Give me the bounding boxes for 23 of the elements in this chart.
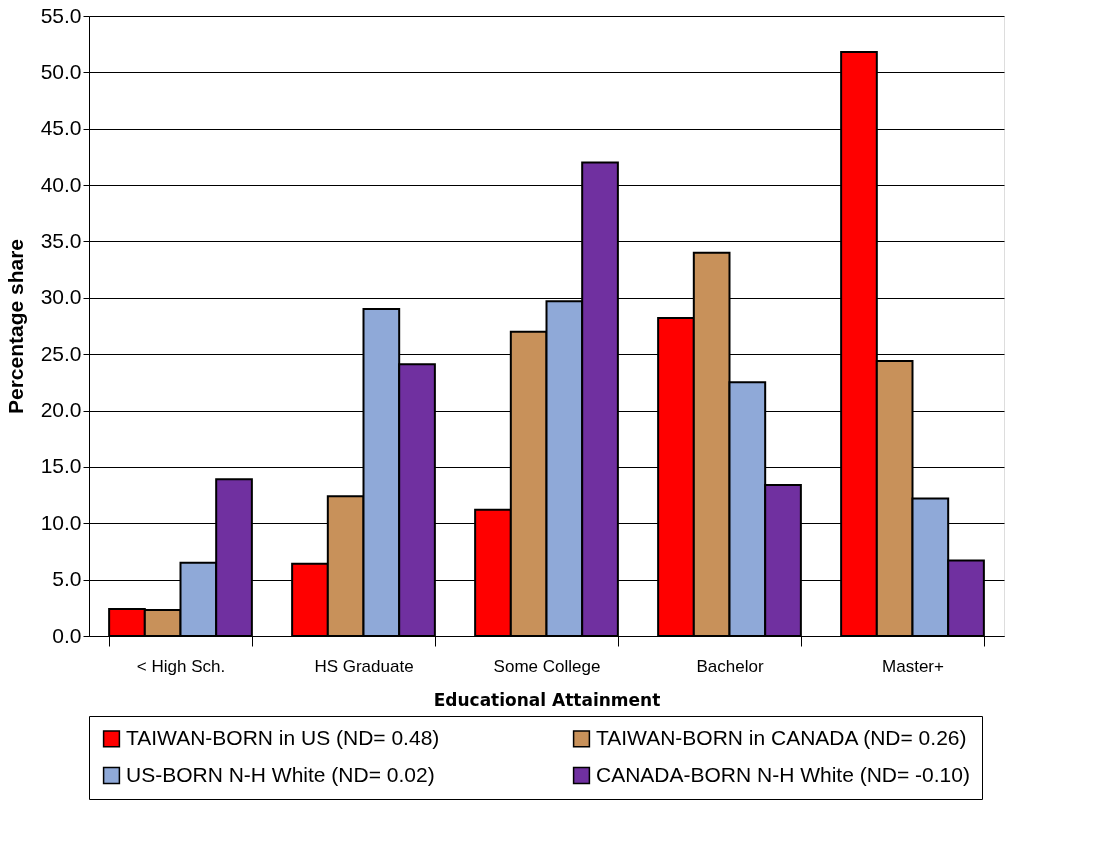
y-tick-label: 45.0 [40, 116, 82, 140]
y-tick-label: 35.0 [40, 228, 82, 252]
y-tick-label: 0.0 [52, 623, 82, 647]
y-tick-label: 5.0 [52, 567, 82, 591]
y-axis-title: Percentage share [3, 238, 27, 415]
x-tick-label: Master+ [882, 656, 945, 676]
legend-label: TAIWAN-BORN in CANADA (ND= 0.26) [596, 725, 967, 749]
y-tick-label: 20.0 [40, 398, 82, 422]
y-tick-label: 25.0 [40, 341, 82, 365]
legend-label: TAIWAN-BORN in US (ND= 0.48) [126, 725, 440, 749]
y-tick-label: 55.0 [40, 3, 82, 27]
y-tick-label: 50.0 [40, 59, 82, 83]
y-tick-label: 10.0 [40, 510, 82, 534]
x-tick-label: Bachelor [696, 656, 764, 676]
legend-label: US-BORN N-H White (ND= 0.02) [126, 762, 435, 786]
y-tick-label: 30.0 [40, 285, 82, 309]
x-tick-label: HS Graduate [314, 656, 414, 676]
x-tick-label: Some College [493, 656, 601, 676]
y-tick-label: 15.0 [40, 454, 82, 478]
x-tick-label: < High Sch. [136, 656, 226, 676]
legend-label: CANADA-BORN N-H White (ND= -0.10) [596, 762, 970, 786]
y-tick-label: 40.0 [40, 172, 82, 196]
x-axis-title: Educational Attainment [433, 689, 661, 710]
